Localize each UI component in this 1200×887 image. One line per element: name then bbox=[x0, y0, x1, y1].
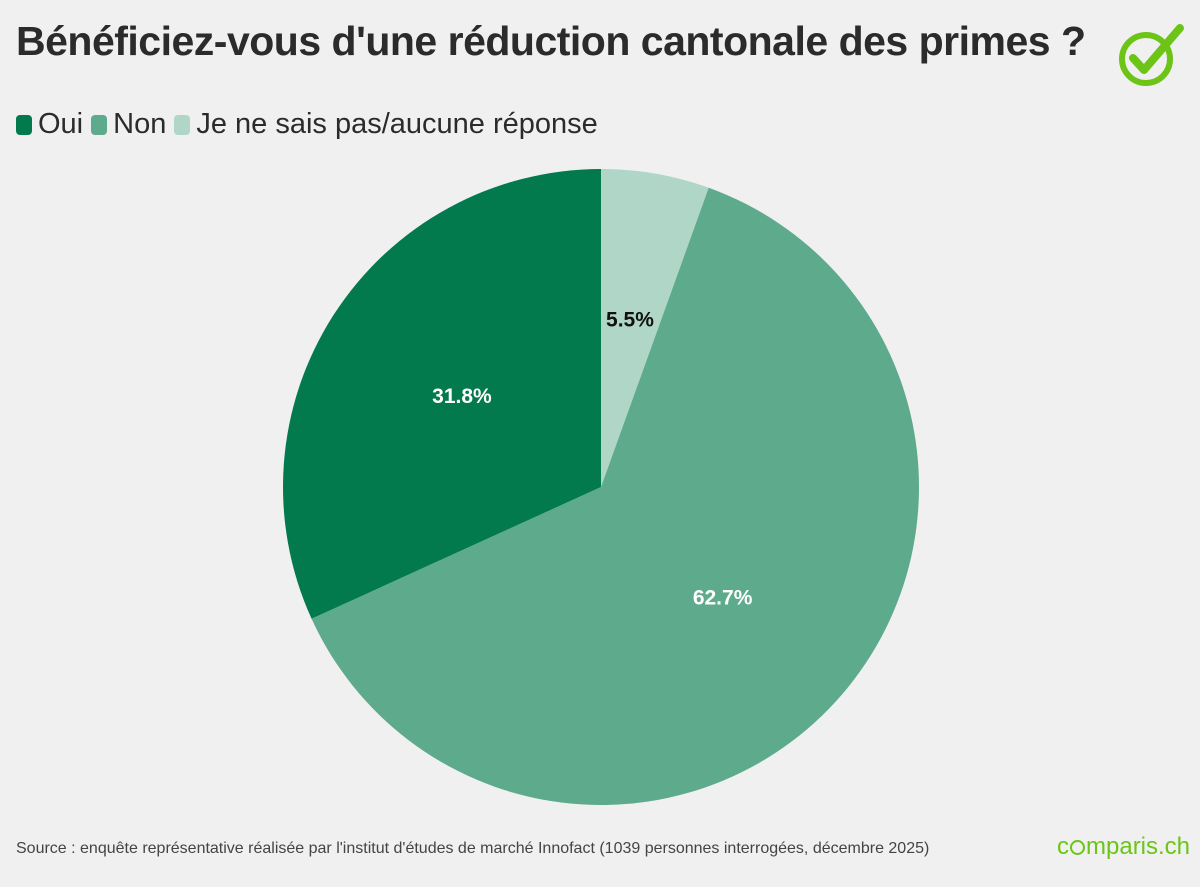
legend-item-unknown: Je ne sais pas/aucune réponse bbox=[174, 108, 598, 141]
legend-label-non: Non bbox=[113, 108, 167, 140]
pie-slice-je-ne-sais-pas-aucune-r-ponse bbox=[601, 169, 709, 487]
pie-data-label: 31.8% bbox=[432, 385, 492, 408]
legend-label-oui: Oui bbox=[38, 108, 84, 140]
legend-swatch-oui bbox=[16, 114, 32, 135]
legend-item-non: Non bbox=[91, 108, 166, 141]
source-note: Source : enquête représentative réalisée… bbox=[16, 840, 930, 857]
legend-label-unknown: Je ne sais pas/aucune réponse bbox=[196, 108, 598, 140]
chart-title: Bénéficiez-vous d'une réduction cantonal… bbox=[16, 18, 1086, 64]
comparis-check-icon bbox=[1119, 24, 1184, 86]
pie-data-label: 62.7% bbox=[693, 587, 753, 610]
legend-swatch-unknown bbox=[174, 114, 191, 135]
pie-slice-oui bbox=[282, 168, 601, 619]
legend-swatch-non bbox=[91, 114, 108, 135]
brand-o-check-icon bbox=[1070, 840, 1085, 855]
pie-slice-non bbox=[311, 187, 919, 806]
pie-data-label: 5.5% bbox=[606, 309, 654, 332]
comparis-logo: c mparis.ch bbox=[1057, 833, 1191, 860]
legend: Oui Non Je ne sais pas/aucune réponse bbox=[16, 108, 606, 141]
legend-item-oui: Oui bbox=[16, 108, 83, 141]
